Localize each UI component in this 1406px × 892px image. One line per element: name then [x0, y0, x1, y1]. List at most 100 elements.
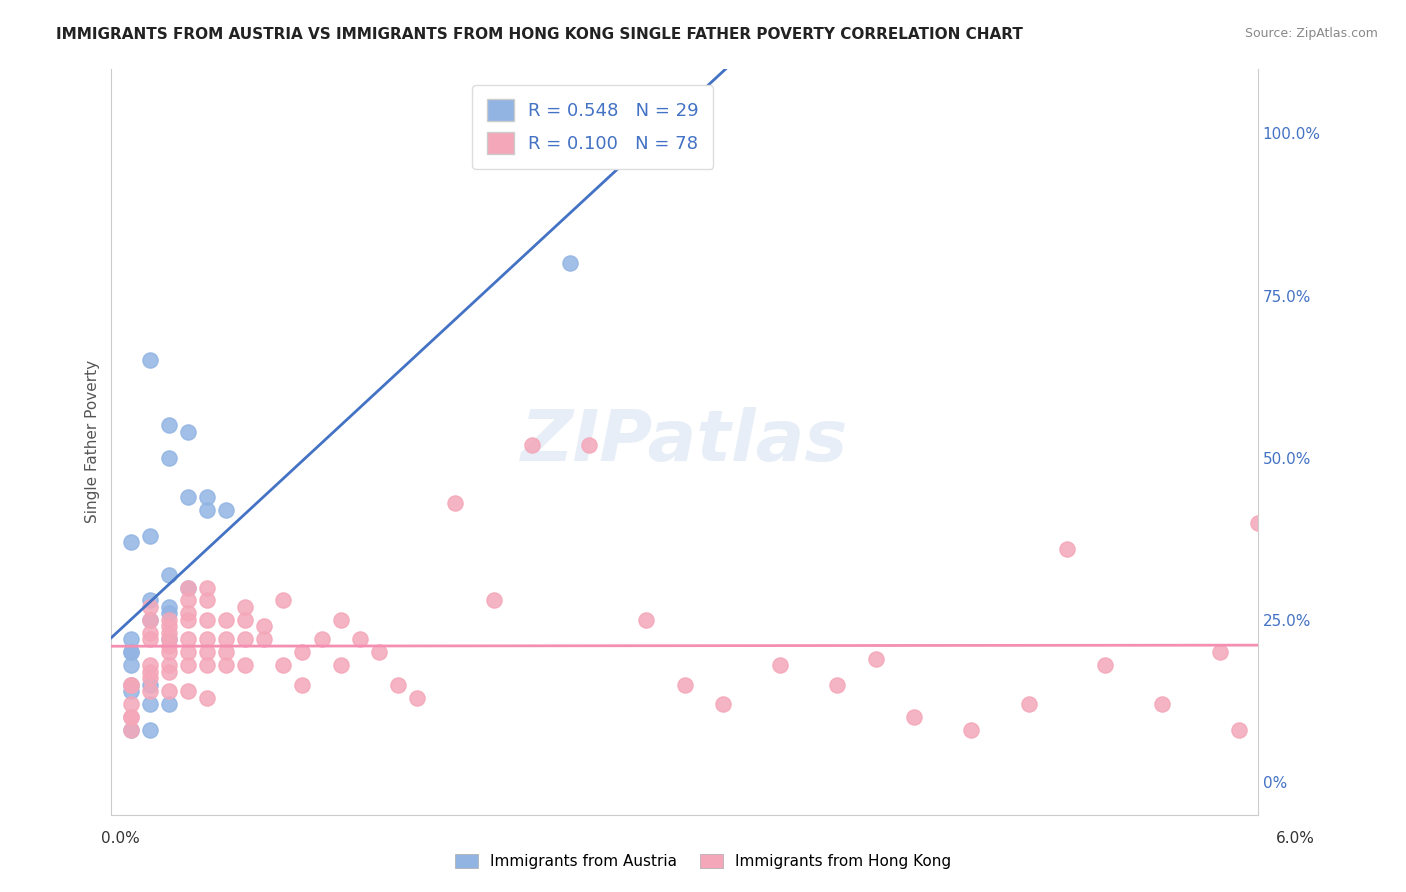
Point	[1018, 698, 1040, 712]
Point	[157, 626, 180, 640]
Point	[138, 613, 160, 627]
Point	[138, 613, 160, 627]
Point	[120, 710, 142, 724]
Point	[195, 581, 218, 595]
Point	[157, 639, 180, 653]
Point	[1056, 541, 1078, 556]
Point	[177, 581, 200, 595]
Point	[195, 632, 218, 647]
Point	[138, 684, 160, 698]
Point	[367, 645, 389, 659]
Point	[329, 658, 352, 673]
Point	[1208, 645, 1230, 659]
Point	[157, 607, 180, 621]
Point	[120, 698, 142, 712]
Point	[120, 535, 142, 549]
Point	[195, 658, 218, 673]
Point	[120, 723, 142, 738]
Point	[558, 256, 581, 270]
Point	[138, 626, 160, 640]
Point	[233, 658, 256, 673]
Point	[444, 496, 467, 510]
Point	[157, 632, 180, 647]
Point	[138, 353, 160, 368]
Point	[157, 658, 180, 673]
Point	[138, 632, 160, 647]
Point	[215, 502, 238, 516]
Point	[233, 632, 256, 647]
Point	[903, 710, 925, 724]
Point	[157, 632, 180, 647]
Point	[827, 678, 849, 692]
Point	[157, 684, 180, 698]
Point	[195, 490, 218, 504]
Point	[215, 613, 238, 627]
Point	[157, 613, 180, 627]
Point	[311, 632, 333, 647]
Point	[291, 678, 314, 692]
Point	[273, 593, 295, 607]
Point	[865, 652, 887, 666]
Point	[138, 678, 160, 692]
Point	[195, 613, 218, 627]
Point	[138, 723, 160, 738]
Point	[769, 658, 792, 673]
Point	[233, 599, 256, 614]
Point	[329, 613, 352, 627]
Point	[120, 645, 142, 659]
Legend: Immigrants from Austria, Immigrants from Hong Kong: Immigrants from Austria, Immigrants from…	[449, 848, 957, 875]
Text: Source: ZipAtlas.com: Source: ZipAtlas.com	[1244, 27, 1378, 40]
Point	[138, 658, 160, 673]
Text: 0.0%: 0.0%	[101, 831, 141, 846]
Point	[1094, 658, 1116, 673]
Point	[138, 671, 160, 685]
Point	[195, 645, 218, 659]
Point	[253, 619, 276, 633]
Point	[349, 632, 371, 647]
Point	[253, 632, 276, 647]
Point	[1247, 516, 1270, 530]
Point	[157, 450, 180, 465]
Point	[120, 678, 142, 692]
Point	[120, 678, 142, 692]
Point	[120, 684, 142, 698]
Point	[387, 678, 409, 692]
Point	[157, 665, 180, 679]
Point	[120, 632, 142, 647]
Point	[233, 613, 256, 627]
Point	[195, 690, 218, 705]
Point	[120, 645, 142, 659]
Point	[157, 567, 180, 582]
Point	[120, 723, 142, 738]
Point	[291, 645, 314, 659]
Point	[177, 490, 200, 504]
Point	[138, 528, 160, 542]
Text: ZIPatlas: ZIPatlas	[522, 407, 848, 476]
Point	[138, 593, 160, 607]
Legend: R = 0.548   N = 29, R = 0.100   N = 78: R = 0.548 N = 29, R = 0.100 N = 78	[472, 85, 713, 169]
Text: 6.0%: 6.0%	[1275, 831, 1315, 846]
Point	[120, 710, 142, 724]
Point	[157, 599, 180, 614]
Point	[177, 593, 200, 607]
Point	[138, 665, 160, 679]
Point	[215, 632, 238, 647]
Point	[177, 632, 200, 647]
Point	[120, 658, 142, 673]
Point	[157, 645, 180, 659]
Point	[520, 438, 543, 452]
Point	[195, 502, 218, 516]
Text: IMMIGRANTS FROM AUSTRIA VS IMMIGRANTS FROM HONG KONG SINGLE FATHER POVERTY CORRE: IMMIGRANTS FROM AUSTRIA VS IMMIGRANTS FR…	[56, 27, 1024, 42]
Point	[177, 425, 200, 439]
Point	[157, 418, 180, 433]
Point	[215, 658, 238, 673]
Point	[960, 723, 983, 738]
Point	[138, 599, 160, 614]
Point	[273, 658, 295, 673]
Y-axis label: Single Father Poverty: Single Father Poverty	[86, 360, 100, 523]
Point	[711, 698, 734, 712]
Point	[120, 678, 142, 692]
Point	[177, 607, 200, 621]
Point	[1152, 698, 1174, 712]
Point	[177, 684, 200, 698]
